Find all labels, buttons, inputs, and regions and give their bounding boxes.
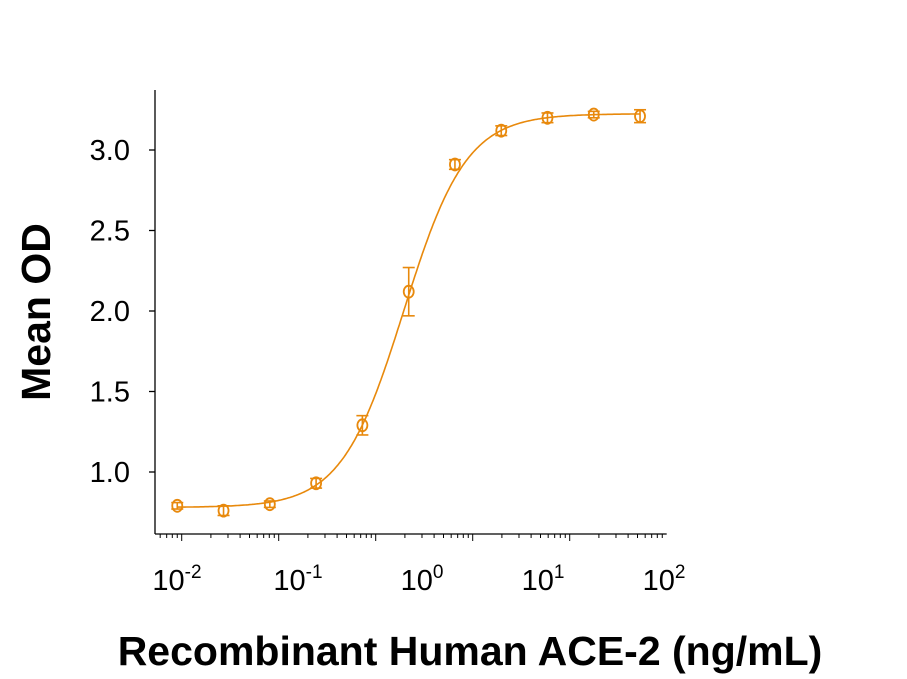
data-point bbox=[263, 497, 276, 512]
x-tick-label: 102 bbox=[643, 562, 686, 597]
data-points-layer bbox=[171, 107, 647, 518]
point-marker bbox=[310, 476, 323, 491]
point-marker bbox=[541, 110, 554, 125]
point-marker bbox=[587, 107, 600, 122]
data-point bbox=[356, 414, 369, 436]
point-marker bbox=[356, 418, 369, 433]
x-axis-title: Recombinant Human ACE-2 (ng/mL) bbox=[118, 628, 823, 674]
x-tick-exponent: -2 bbox=[185, 562, 202, 583]
x-tick-labels: 10-2 10-1 100 101 102 bbox=[152, 562, 685, 597]
data-point bbox=[217, 503, 230, 518]
data-point bbox=[402, 266, 415, 317]
y-tick-labels: 1.0 1.5 2.0 2.5 3.0 bbox=[90, 135, 130, 489]
data-point bbox=[587, 107, 600, 122]
data-point bbox=[171, 498, 184, 513]
data-point bbox=[541, 110, 554, 125]
point-marker bbox=[634, 109, 646, 124]
x-tick-label: 100 bbox=[401, 562, 444, 597]
x-tick-base: 10 bbox=[152, 565, 184, 597]
x-tick-label: 10-1 bbox=[273, 562, 322, 597]
point-marker bbox=[263, 497, 276, 512]
y-tick-label: 1.5 bbox=[90, 377, 130, 409]
point-marker bbox=[495, 123, 508, 138]
point-marker bbox=[171, 498, 184, 513]
point-marker bbox=[217, 503, 230, 518]
y-tick-label: 2.0 bbox=[90, 296, 130, 328]
data-point bbox=[495, 123, 508, 138]
y-tick-label: 3.0 bbox=[90, 135, 130, 167]
x-tick-exponent: 1 bbox=[554, 562, 565, 583]
data-point bbox=[310, 476, 323, 491]
x-tick-base: 10 bbox=[273, 565, 305, 597]
point-marker bbox=[402, 284, 415, 299]
point-marker bbox=[449, 157, 461, 172]
data-point bbox=[448, 157, 461, 172]
y-tick-label: 1.0 bbox=[90, 457, 130, 489]
x-tick-exponent: 2 bbox=[675, 562, 686, 583]
x-tick-label: 10-2 bbox=[152, 562, 201, 597]
x-tick-base: 10 bbox=[522, 565, 554, 597]
x-tick-exponent: -1 bbox=[306, 562, 323, 583]
x-tick-label: 101 bbox=[522, 562, 565, 597]
axes bbox=[149, 90, 667, 541]
x-tick-base: 10 bbox=[643, 565, 675, 597]
y-tick-label: 2.5 bbox=[90, 216, 130, 248]
x-tick-exponent: 0 bbox=[433, 562, 444, 583]
data-point bbox=[634, 108, 647, 124]
x-tick-base: 10 bbox=[401, 565, 433, 597]
y-axis-title: Mean OD bbox=[13, 223, 59, 401]
